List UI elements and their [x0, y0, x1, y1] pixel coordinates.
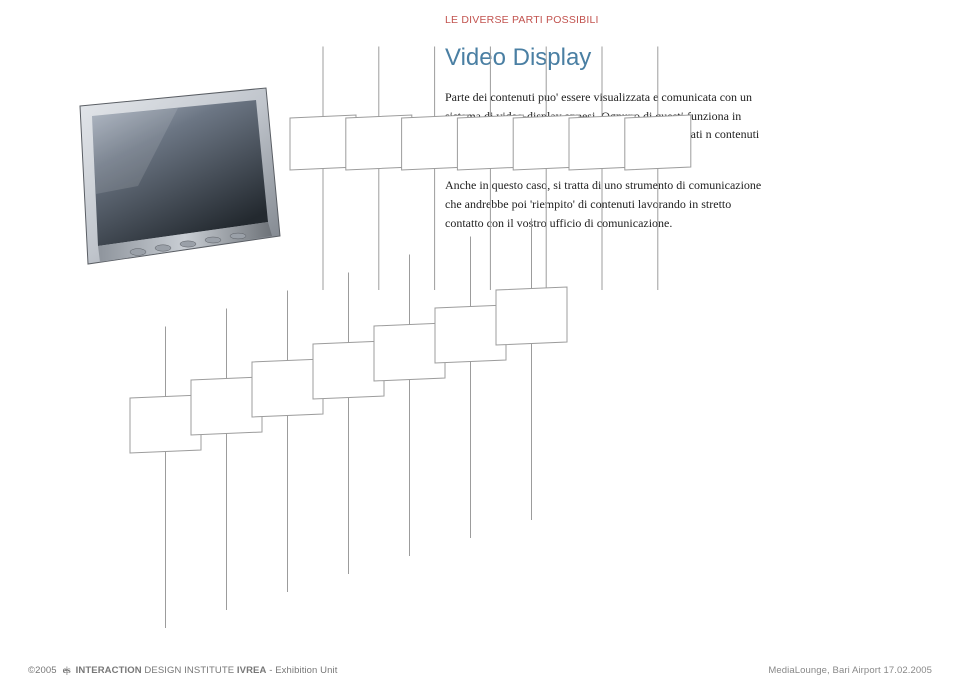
page-title: Video Display	[445, 44, 591, 72]
footer-institute-ivrea: IVREA	[237, 665, 267, 676]
footer-institute: INTERACTION DESIGN INSTITUTE IVREA - Exh…	[76, 665, 338, 676]
paragraph: Anche in questo caso, si tratta di uno s…	[445, 176, 765, 232]
copyright: ©2005	[28, 665, 57, 676]
section-label: LE DIVERSE PARTI POSSIBILI	[445, 14, 599, 26]
footer-institute-bold: INTERACTION	[76, 665, 142, 676]
paragraph: Parte dei contenuti puo' essere visualiz…	[445, 88, 765, 162]
body-text-column: Parte dei contenuti puo' essere visualiz…	[445, 88, 765, 246]
footer: ©2005 e|s INTERACTION DESIGN INSTITUTE I…	[28, 665, 932, 676]
footer-logo: e|s	[63, 666, 70, 676]
monitor-illustration	[68, 86, 298, 271]
footer-right: MediaLounge, Bari Airport 17.02.2005	[768, 665, 932, 676]
footer-institute-suffix: - Exhibition Unit	[269, 665, 337, 676]
footer-left: ©2005 e|s INTERACTION DESIGN INSTITUTE I…	[28, 665, 337, 676]
footer-institute-rest: DESIGN INSTITUTE	[144, 665, 234, 676]
